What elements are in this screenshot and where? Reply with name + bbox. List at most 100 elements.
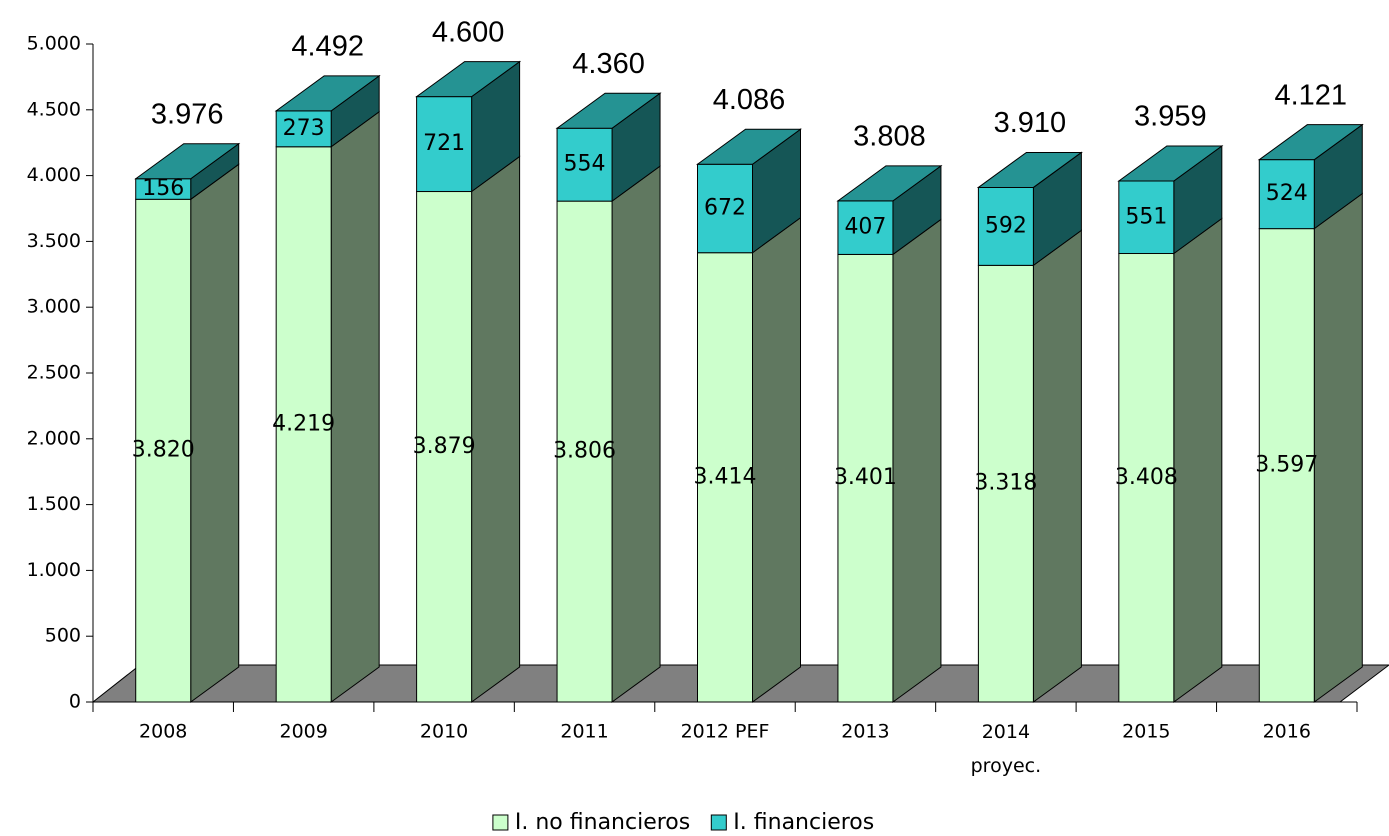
y-tick-label: 1.500 — [27, 493, 81, 515]
bar-side — [1173, 217, 1223, 703]
bar-top — [555, 92, 662, 129]
x-tick-label: 2008 — [139, 721, 187, 743]
bar-segment — [1118, 217, 1223, 703]
x-tick-label: 2011 — [560, 721, 608, 743]
value-label: 3.879 — [413, 434, 476, 459]
bar-top — [415, 61, 522, 98]
bar — [697, 252, 753, 703]
bar-top — [1257, 124, 1364, 161]
value-label: 524 — [1266, 181, 1308, 206]
value-label: 3.414 — [694, 464, 757, 489]
x-tick-label: 2014 proyec. — [971, 721, 1042, 777]
bar — [135, 198, 192, 703]
y-tick-label: 500 — [45, 625, 81, 647]
bar — [837, 200, 894, 255]
bar-top — [976, 151, 1083, 188]
bar-side — [892, 218, 942, 703]
bar-segment — [977, 229, 1082, 703]
value-label: 592 — [985, 213, 1027, 238]
x-tick-label: 2010 — [420, 721, 468, 743]
bar — [556, 200, 613, 703]
value-label: 551 — [1125, 204, 1167, 229]
value-label: 273 — [283, 116, 325, 141]
y-tick-label: 5.000 — [27, 33, 81, 55]
bar-segment — [555, 92, 662, 203]
bar-segment — [1258, 192, 1363, 703]
total-label: 3.910 — [994, 107, 1067, 139]
bar-side — [1032, 229, 1082, 703]
bar-segment — [416, 155, 521, 703]
x-tick-label: 2015 — [1122, 721, 1170, 743]
total-label: 4.121 — [1274, 79, 1347, 111]
bar-top — [134, 143, 241, 180]
total-label: 4.600 — [432, 16, 505, 48]
bar-segment — [274, 74, 381, 148]
legend-label: I. financieros — [733, 810, 874, 835]
bar-segment — [695, 128, 803, 254]
value-label: 156 — [142, 176, 184, 201]
value-label: 554 — [564, 152, 606, 177]
y-tick-label: 0 — [69, 691, 81, 713]
bar — [1118, 180, 1175, 255]
bar — [416, 191, 473, 703]
value-label: 3.318 — [974, 471, 1037, 496]
bar-top — [836, 165, 943, 202]
total-label: 4.360 — [572, 48, 645, 80]
bar-side — [1313, 192, 1363, 703]
bar-top — [695, 128, 803, 165]
x-tick-label: 2013 — [841, 721, 889, 743]
value-label: 3.401 — [834, 465, 897, 490]
bar — [556, 127, 613, 202]
total-label: 4.086 — [713, 84, 786, 116]
bar-segment — [697, 216, 801, 703]
total-label: 4.492 — [291, 31, 364, 63]
bar-segment — [1117, 145, 1224, 255]
bar — [837, 253, 894, 703]
value-label: 407 — [844, 215, 886, 240]
x-tick-label: 2009 — [279, 721, 327, 743]
bar-segment — [556, 165, 661, 703]
value-label: 3.408 — [1115, 465, 1178, 490]
bar — [1258, 159, 1315, 230]
bar-segment — [134, 142, 241, 201]
bar-side — [752, 216, 801, 703]
bar — [977, 264, 1034, 703]
x-tick-label: 2012 PEF — [681, 721, 770, 743]
y-tick-label: 2.500 — [27, 362, 81, 384]
legend-swatch — [710, 814, 727, 831]
total-label: 3.976 — [151, 98, 224, 130]
bar-side — [190, 163, 240, 703]
value-label: 721 — [423, 131, 465, 156]
bar-side — [471, 155, 521, 703]
y-tick-label: 3.500 — [27, 230, 81, 252]
bar-segment — [415, 60, 522, 193]
bar-side — [611, 165, 661, 703]
bar-side — [330, 110, 380, 703]
y-tick-label: 4.000 — [27, 164, 81, 186]
bar-segment — [836, 164, 943, 256]
y-tick-label: 2.000 — [27, 427, 81, 449]
bar-segment — [837, 218, 942, 703]
bar-segment — [1257, 123, 1364, 230]
total-label: 3.808 — [853, 121, 926, 153]
bar — [977, 186, 1034, 266]
bar-segment — [976, 151, 1083, 267]
legend-label: I. no financieros — [515, 810, 690, 835]
y-tick-label: 3.000 — [27, 296, 81, 318]
bar-top — [1117, 145, 1224, 182]
bar-segment — [275, 110, 380, 703]
x-tick-label: 2016 — [1263, 721, 1311, 743]
bar — [275, 146, 332, 703]
total-label: 3.959 — [1134, 101, 1207, 133]
bar — [697, 163, 753, 254]
bar-segment — [135, 163, 240, 703]
legend-swatch — [492, 814, 509, 831]
value-label: 3.806 — [553, 439, 616, 464]
value-label: 672 — [704, 196, 746, 221]
bar-top — [274, 75, 381, 112]
y-tick-label: 4.500 — [27, 98, 81, 120]
value-label: 3.597 — [1255, 452, 1318, 477]
y-tick-label: 1.000 — [27, 559, 81, 581]
